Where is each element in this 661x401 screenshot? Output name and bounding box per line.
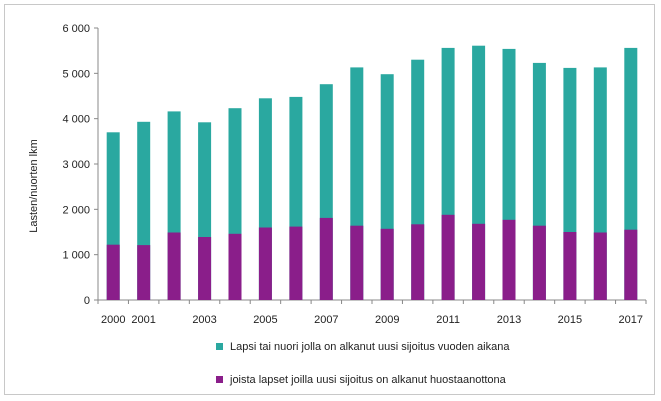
bar-series-1 (563, 232, 577, 300)
bar-series-1 (472, 223, 486, 300)
y-axis-label: Lasten/nuorten lkm (28, 139, 40, 233)
x-tick-labels: 2000 2001 2003 2005 2007 2009 2011 2013 2015 2017 (101, 314, 643, 326)
bar-series-1 (319, 217, 333, 300)
bar-series-1 (106, 244, 120, 300)
bar-series-1 (532, 225, 546, 300)
x-tick-label: 2009 (375, 314, 399, 326)
bar-series-1 (624, 229, 638, 300)
y-tick-label: 4 000 (62, 114, 90, 126)
bar-series-1 (258, 227, 272, 300)
x-tick-label: 2000 (101, 314, 125, 326)
bar-series-1 (137, 245, 151, 300)
bar-series-1 (593, 232, 607, 300)
x-tick-label: 2015 (558, 314, 582, 326)
bar-series-1 (502, 219, 516, 300)
x-tick-label: 2001 (131, 314, 155, 326)
bar-series-1 (350, 225, 364, 300)
x-tick-label: 2013 (497, 314, 521, 326)
y-tick-label: 6 000 (62, 23, 90, 35)
bars (106, 45, 638, 301)
bar-series-1 (380, 228, 394, 300)
y-tick-label: 0 (84, 295, 90, 307)
x-tick-label: 2017 (619, 314, 643, 326)
bar-series-1 (441, 214, 455, 300)
bar-series-1 (411, 224, 425, 300)
y-tick-label: 3 000 (62, 159, 90, 171)
y-tick-labels: 0 1 000 2 000 3 000 4 000 5 000 6 000 (62, 23, 90, 307)
x-tick-label: 2007 (314, 314, 338, 326)
x-tick-label: 2011 (436, 314, 460, 326)
legend-label-series-0: Lapsi tai nuori jolla on alkanut uusi si… (230, 341, 510, 353)
bar-series-1 (228, 233, 242, 300)
y-tick-label: 1 000 (62, 250, 90, 262)
y-tick-label: 2 000 (62, 204, 90, 216)
y-tick-label: 5 000 (62, 68, 90, 80)
legend-swatch-series-0 (216, 343, 223, 350)
bar-series-1 (289, 226, 303, 300)
bar-series-1 (167, 232, 181, 300)
legend-swatch-series-1 (216, 376, 223, 383)
legend-label-series-1: joista lapset joilla uusi sijoitus on al… (229, 374, 507, 386)
legend: Lapsi tai nuori jolla on alkanut uusi si… (216, 341, 510, 386)
bar-series-1 (198, 237, 212, 300)
x-tick-label: 2005 (253, 314, 277, 326)
axes (94, 27, 647, 304)
x-tick-label: 2003 (192, 314, 216, 326)
